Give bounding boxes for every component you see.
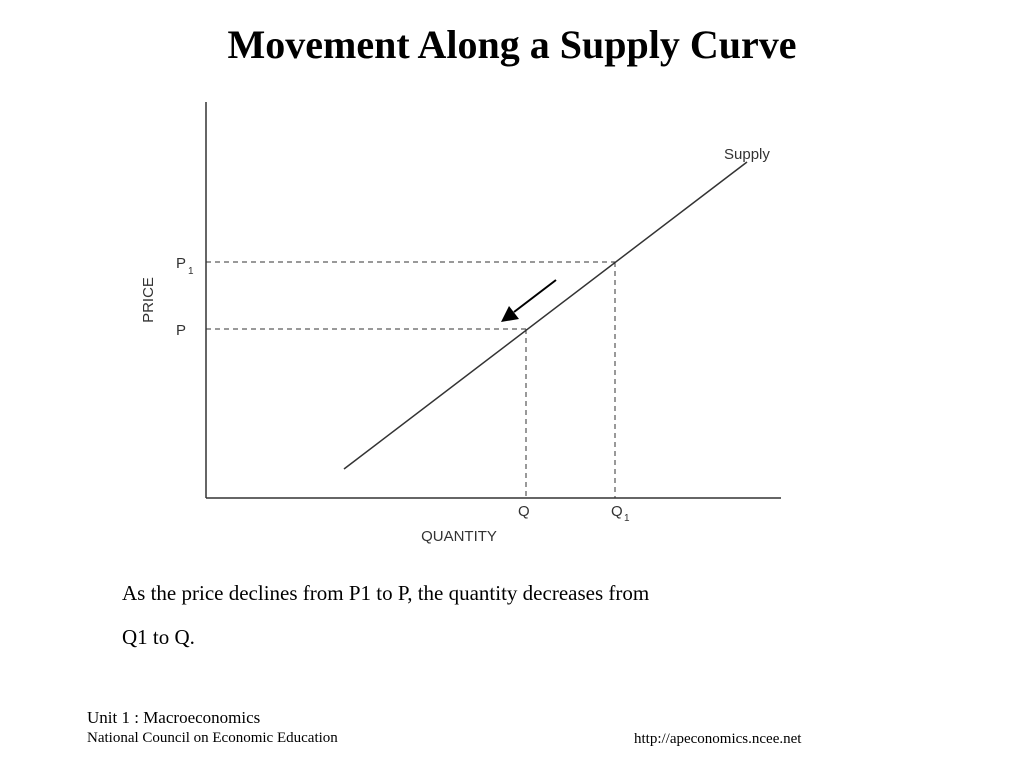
y-axis-label: PRICE xyxy=(140,277,157,323)
caption-line-1: As the price declines from P1 to P, the … xyxy=(122,581,650,605)
movement-arrow-icon xyxy=(501,279,557,322)
footer-url: http://apeconomics.ncee.net xyxy=(634,731,802,747)
svg-text:Q: Q xyxy=(611,503,623,520)
caption-line-2: Q1 to Q. xyxy=(122,625,195,649)
slide-caption: As the price declines from P1 to P, the … xyxy=(122,571,802,659)
supply-diagram: Supply PRICE P 1 P Q Q 1 QUANTITY xyxy=(140,102,781,545)
footer-unit: Unit 1 : Macroeconomics xyxy=(87,708,261,727)
x-axis-label: QUANTITY xyxy=(421,528,497,545)
price-label-p: P xyxy=(176,322,186,339)
quantity-label-q: Q xyxy=(518,503,530,520)
supply-curve xyxy=(343,161,748,470)
price-label-p1: P 1 xyxy=(176,255,194,277)
footer-organization: National Council on Economic Education xyxy=(87,730,338,746)
footer-left: Unit 1 : Macroeconomics National Council… xyxy=(87,707,338,748)
svg-text:P: P xyxy=(176,255,186,272)
svg-text:1: 1 xyxy=(624,513,630,524)
supply-curve-label: Supply xyxy=(724,146,770,163)
svg-text:1: 1 xyxy=(188,266,194,277)
slide-title: Movement Along a Supply Curve xyxy=(227,22,797,67)
quantity-label-q1: Q 1 xyxy=(611,503,630,524)
